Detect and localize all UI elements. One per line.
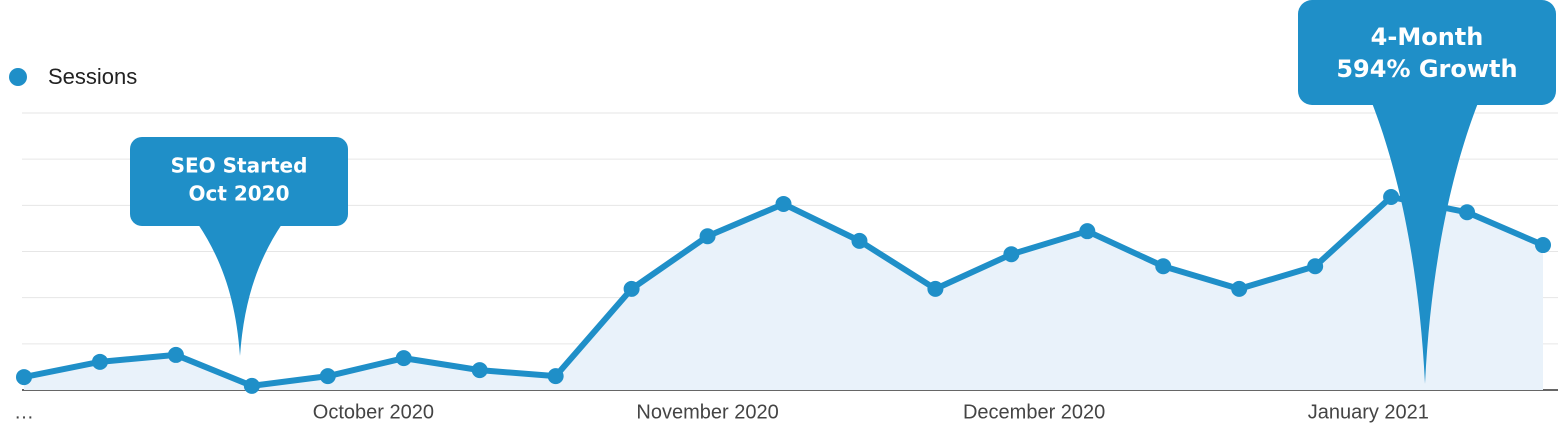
point [927, 280, 944, 297]
x-tick-label: December 2020 [963, 401, 1105, 423]
point [319, 368, 336, 385]
area [24, 197, 1543, 390]
callout-box [130, 137, 348, 226]
callout-line: Oct 2020 [188, 182, 289, 206]
point [1003, 246, 1020, 263]
legend-swatch [9, 68, 27, 86]
point [1307, 258, 1324, 275]
x-tick-label: October 2020 [313, 401, 434, 423]
point [1231, 280, 1248, 297]
callout-line: SEO Started [171, 154, 308, 178]
x-tick-label: November 2020 [636, 401, 778, 423]
point [1079, 223, 1096, 240]
x-tick-label: January 2021 [1308, 401, 1429, 423]
callout-tail [198, 224, 282, 356]
point [16, 369, 32, 386]
point [1459, 204, 1476, 221]
callout-line: 594% Growth [1336, 55, 1517, 83]
point [547, 368, 564, 385]
point [851, 232, 868, 249]
point [775, 195, 792, 212]
point [243, 377, 260, 394]
callout-seo: SEO Started Oct 2020 [130, 137, 348, 356]
x-tick-label: … [14, 401, 34, 423]
callout-tail [1372, 103, 1478, 384]
x-axis: … October 2020 November 2020 December 2020 J… [14, 401, 1429, 423]
callout-line: 4-Month [1371, 23, 1484, 51]
callout-box [1298, 0, 1556, 105]
callout-growth: 4-Month 594% Growth [1298, 0, 1556, 384]
legend-label: Sessions [48, 64, 137, 89]
point [1383, 189, 1400, 206]
point [699, 228, 716, 245]
point [167, 346, 184, 363]
point [1535, 237, 1551, 254]
point [623, 280, 640, 297]
plot [16, 189, 1551, 394]
point [471, 362, 488, 379]
point [1155, 258, 1172, 275]
point [395, 350, 412, 367]
point [91, 353, 108, 370]
